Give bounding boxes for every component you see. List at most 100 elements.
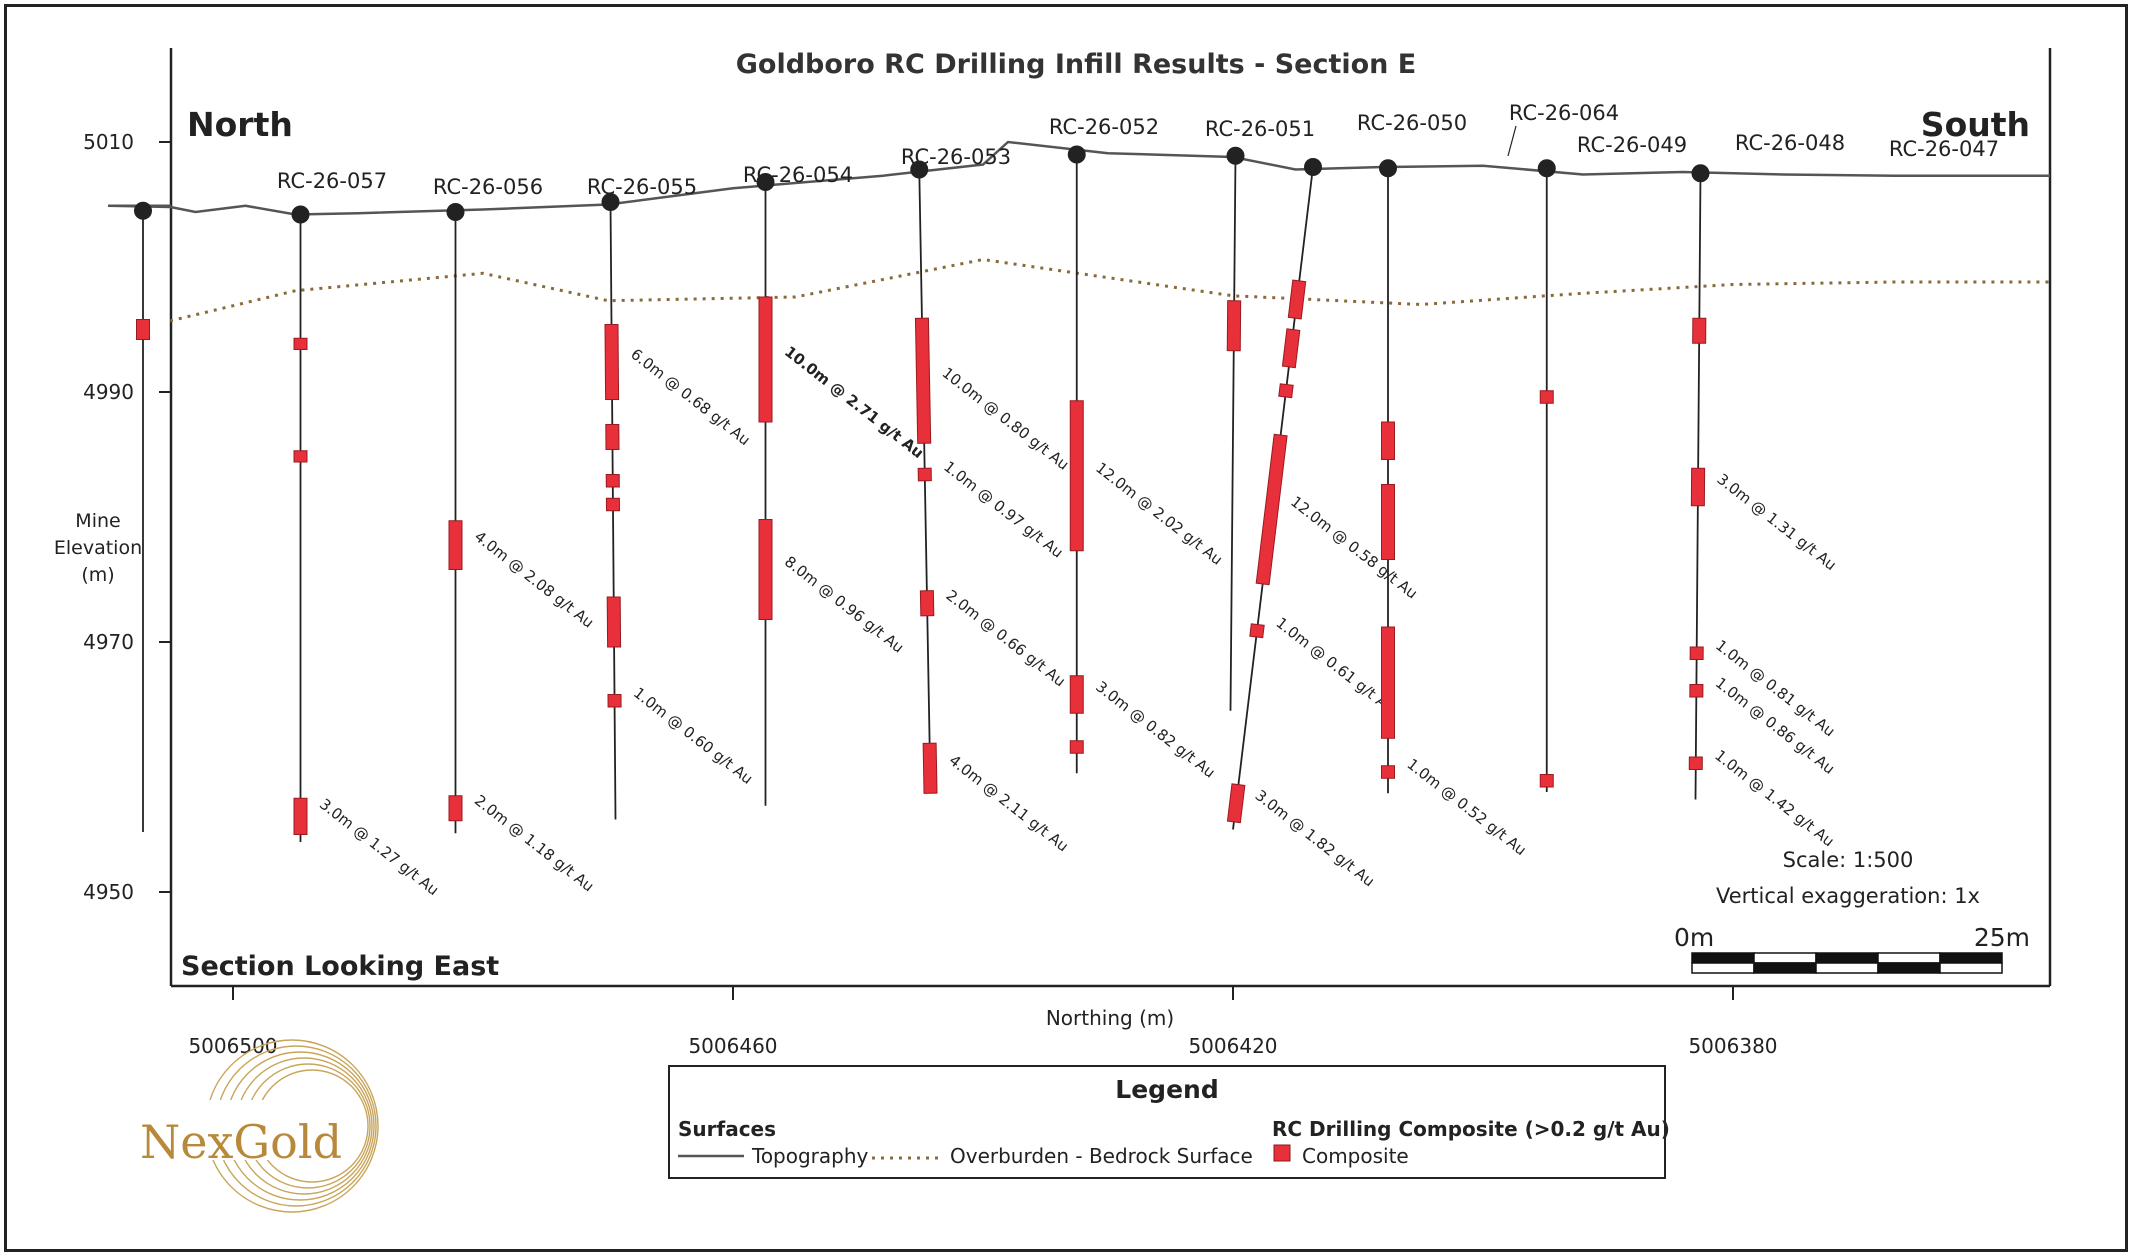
composite-interval xyxy=(1381,626,1395,739)
legend-composite-heading: RC Drilling Composite (>0.2 g/t Au) xyxy=(1272,1117,1670,1141)
figure-title: Goldboro RC Drilling Infill Results - Se… xyxy=(736,49,1417,80)
scale-bar-segment xyxy=(1939,962,2003,974)
scale-bar-start-label: 0m xyxy=(1674,923,1714,952)
y-tick-label: 4990 xyxy=(83,380,134,404)
composite-interval xyxy=(758,296,773,423)
composite-interval xyxy=(605,423,620,451)
drillhole-name: RC-26-047 xyxy=(1889,137,1999,161)
drillhole-name: RC-26-055 xyxy=(587,175,697,199)
legend-topography-label: Topography xyxy=(751,1144,869,1168)
drillhole-rc-26-048: RC-26-048 xyxy=(1537,131,1845,792)
collar-marker xyxy=(1537,159,1556,178)
interval-label: 4.0m @ 2.11 g/t Au xyxy=(946,751,1072,855)
composite-interval xyxy=(1287,279,1307,320)
interval-label: 1.0m @ 0.60 g/t Au xyxy=(630,684,756,788)
composite-interval xyxy=(1226,300,1242,352)
y-tick-label: 4950 xyxy=(83,880,134,904)
interval-label: 3.0m @ 1.82 g/t Au xyxy=(1252,786,1378,890)
composite-interval xyxy=(1255,433,1288,586)
scale-bar-segment xyxy=(1815,952,1879,964)
nexgold-logo: NexGold xyxy=(140,1039,379,1213)
x-tick-label: 5006420 xyxy=(1188,1034,1277,1058)
overburden-line xyxy=(170,257,2050,323)
composite-interval xyxy=(1381,484,1395,560)
interval-label: 10.0m @ 0.80 g/t Au xyxy=(939,364,1073,474)
logo-wordmark: NexGold xyxy=(140,1115,342,1169)
drillhole-rc-26-049: 1.0m @ 0.52 g/t Au RC-26-049 xyxy=(1379,133,1687,859)
interval-label: 10.0m @ 2.71 g/t Au xyxy=(781,342,927,462)
collar-marker xyxy=(1226,146,1245,165)
drillhole-trace xyxy=(1229,155,1237,711)
composite-interval xyxy=(1226,783,1246,824)
drillhole-name-leader xyxy=(1507,125,1517,157)
x-tick-label: 5006500 xyxy=(188,1034,277,1058)
collar-marker xyxy=(446,203,465,221)
logo-rings-icon xyxy=(140,1039,379,1213)
composite-interval xyxy=(1689,683,1704,698)
composite-interval xyxy=(758,519,773,620)
interval-label: 3.0m @ 1.27 g/t Au xyxy=(316,795,442,899)
composite-interval xyxy=(448,795,463,822)
x-tick-label: 5006460 xyxy=(688,1034,777,1058)
legend-composite-swatch xyxy=(1273,1144,1291,1162)
composite-interval xyxy=(293,797,308,835)
scale-bar-end-label: 25m xyxy=(1974,923,2030,952)
drillhole-rc-26-047: 3.0m @ 1.31 g/t Au1.0m @ 0.81 g/t Au1.0m… xyxy=(1688,137,1999,850)
interval-label: 2.0m @ 0.66 g/t Au xyxy=(943,586,1069,690)
y-axis-label-line-1: Mine xyxy=(75,510,120,532)
composite-interval xyxy=(136,319,150,340)
drillhole-name: RC-26-048 xyxy=(1735,131,1845,155)
y-axis-label-line-3: (m) xyxy=(81,564,114,586)
composite-interval xyxy=(1690,467,1706,507)
composite-interval xyxy=(919,590,935,617)
drillhole-name: RC-26-057 xyxy=(277,169,387,193)
collar-marker xyxy=(1691,164,1710,183)
scale-bar xyxy=(1691,952,2003,974)
composite-interval xyxy=(1688,756,1703,771)
composite-interval xyxy=(604,323,620,401)
legend-overburden-label: Overburden - Bedrock Surface xyxy=(950,1144,1253,1168)
interval-label: 6.0m @ 0.68 g/t Au xyxy=(627,345,753,449)
scale-ratio: Scale: 1:500 xyxy=(1783,848,1914,872)
y-tick-label: 5010 xyxy=(83,130,134,154)
composite-interval xyxy=(1381,421,1395,460)
composite-interval xyxy=(1689,646,1704,661)
composite-interval xyxy=(1069,400,1084,552)
composite-interval xyxy=(1539,774,1554,788)
composite-interval xyxy=(1249,623,1265,639)
composite-interval xyxy=(605,497,621,512)
scale-bar-segment xyxy=(1939,952,2003,964)
vertical-exaggeration: Vertical exaggeration: 1x xyxy=(1716,884,1980,908)
legend-composite-label: Composite xyxy=(1302,1144,1409,1168)
composite-interval xyxy=(917,467,932,482)
legend-title: Legend xyxy=(1115,1075,1218,1104)
scale-bar-segment xyxy=(1691,952,1755,964)
interval-label: 1.0m @ 0.52 g/t Au xyxy=(1404,755,1530,859)
collar-marker xyxy=(601,193,620,211)
scale-bar-segment xyxy=(1691,962,1755,974)
scale-bar-segment xyxy=(1815,962,1879,974)
scale-bar-segment xyxy=(1877,952,1941,964)
collar-marker xyxy=(1067,145,1086,164)
drillhole-name: RC-26-050 xyxy=(1357,111,1467,135)
collar-marker xyxy=(1304,158,1322,176)
y-axis-label-line-2: Elevation xyxy=(54,537,142,559)
composite-interval xyxy=(1278,383,1294,399)
drillhole-rc-26-056: 3.0m @ 1.27 g/t Au RC-26-056 xyxy=(291,175,543,899)
composite-interval xyxy=(1692,317,1707,344)
drillhole-rc-26-057: RC-26-057 xyxy=(134,169,387,832)
composite-interval xyxy=(1069,740,1084,754)
composite-interval xyxy=(606,596,622,648)
collar-marker xyxy=(756,173,775,191)
scale-bar-segment xyxy=(1753,962,1817,974)
scale-bar-segment xyxy=(1753,952,1817,964)
composite-interval xyxy=(448,520,463,570)
composite-interval xyxy=(1381,765,1395,779)
interval-label: 12.0m @ 0.58 g/t Au xyxy=(1287,492,1421,602)
composite-interval xyxy=(914,317,932,444)
interval-label: 8.0m @ 0.96 g/t Au xyxy=(781,552,907,656)
north-label: North xyxy=(187,105,293,144)
y-axis-ticks: 5010 4990 4970 4950 xyxy=(83,130,171,904)
x-axis-label: Northing (m) xyxy=(1046,1006,1174,1030)
